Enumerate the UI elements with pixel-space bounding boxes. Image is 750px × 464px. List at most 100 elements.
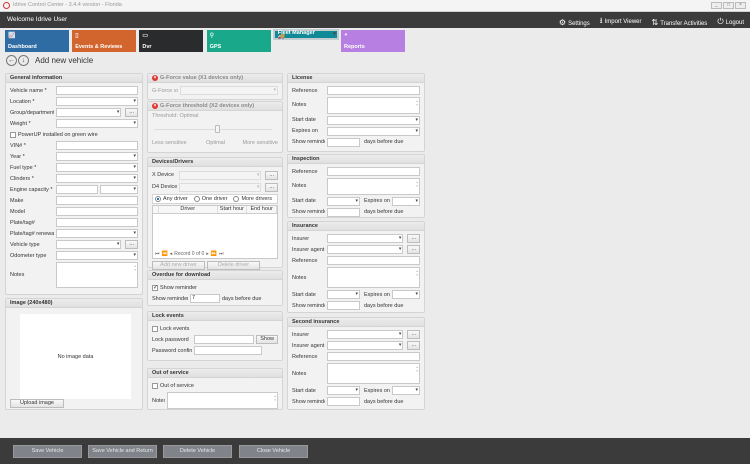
- lock-password-input[interactable]: [194, 335, 255, 344]
- out-of-service-notes-textarea[interactable]: [167, 392, 278, 409]
- show-reminder-input[interactable]: [327, 207, 360, 217]
- notes-textarea[interactable]: [56, 262, 138, 288]
- notes-textarea[interactable]: [327, 363, 420, 385]
- plate-tag-input[interactable]: [56, 218, 138, 227]
- add-new-driver-button[interactable]: Add new driver: [152, 261, 205, 270]
- show-reminder-checkbox[interactable]: ✓: [152, 284, 159, 291]
- import-viewer-link[interactable]: ⭳ Import Viewer: [600, 15, 642, 29]
- pager-first-icon[interactable]: ⏮: [155, 251, 160, 257]
- show-reminder-checkbox-row[interactable]: ✓ Show reminder: [152, 282, 278, 293]
- insurer-agent-select[interactable]: [327, 245, 404, 254]
- powerup-installed-on-green-wire-checkbox[interactable]: [10, 131, 16, 138]
- pager-prev-page-icon[interactable]: ⏪: [161, 251, 168, 257]
- insurer-agent-select[interactable]: [327, 341, 404, 350]
- notes-textarea[interactable]: [327, 267, 420, 289]
- x-device-browse-button[interactable]: ...: [265, 170, 278, 180]
- start-date-select[interactable]: [327, 115, 420, 125]
- clinders-select[interactable]: [56, 174, 138, 183]
- down-button[interactable]: ↓: [18, 55, 29, 66]
- driver-option-any-driver[interactable]: Any driver: [155, 196, 188, 202]
- lock-events-checkbox[interactable]: [152, 325, 158, 332]
- save-vehicle-button[interactable]: Save Vehicle: [13, 445, 82, 458]
- pager-last-icon[interactable]: ⏭: [219, 251, 224, 257]
- d4-device-select[interactable]: [179, 182, 262, 192]
- year-select[interactable]: [56, 152, 138, 161]
- radio-any-driver[interactable]: [155, 196, 161, 202]
- model-input[interactable]: [56, 207, 138, 216]
- tile-reports[interactable]: ◕ Reports: [341, 30, 405, 52]
- reference-input[interactable]: [327, 352, 420, 361]
- radio-one-driver[interactable]: [193, 196, 200, 202]
- fuel-type-select[interactable]: [56, 163, 138, 172]
- x-device-select[interactable]: [179, 170, 262, 180]
- threshold-slider-track[interactable]: [154, 129, 272, 130]
- tile-dvr[interactable]: ▭ Dvr: [139, 30, 204, 52]
- out-of-service-checkbox[interactable]: [152, 382, 158, 389]
- notes-textarea[interactable]: [327, 178, 420, 195]
- make-input[interactable]: [56, 196, 138, 205]
- gforce-value-select[interactable]: [180, 86, 278, 95]
- d4-device-browse-button[interactable]: ...: [265, 182, 278, 192]
- column-header-start-hour[interactable]: Start hour: [218, 206, 248, 213]
- expires-on-select[interactable]: [327, 126, 420, 136]
- transfer-activities-link[interactable]: ⇅ Transfer Activities: [651, 18, 707, 27]
- delete-vehicle-button[interactable]: Delete Vehicle: [163, 445, 232, 458]
- start-date-select[interactable]: [327, 196, 360, 206]
- driver-option-one-driver[interactable]: One driver: [193, 196, 227, 202]
- insurer-agent-browse-button[interactable]: ...: [407, 245, 420, 254]
- tile-dashboard[interactable]: 📈 Dashboard: [5, 30, 69, 52]
- vehicle-name-input[interactable]: [56, 86, 138, 95]
- threshold-slider-thumb[interactable]: [214, 125, 220, 133]
- start-date-select[interactable]: [327, 290, 360, 300]
- reminder-days-input[interactable]: 7: [190, 294, 220, 303]
- tile-fleet-manager[interactable]: 🚚 Fleet Manager: [272, 29, 339, 40]
- delete-driver-button[interactable]: Delete driver: [207, 261, 260, 270]
- notes-textarea[interactable]: [327, 97, 420, 114]
- vehicle-type-select[interactable]: [56, 240, 122, 249]
- reference-input[interactable]: [327, 86, 420, 95]
- location-select[interactable]: [56, 97, 138, 106]
- weight-select[interactable]: [56, 119, 138, 128]
- engine-capacity-input[interactable]: [56, 185, 98, 194]
- insurer-select[interactable]: [327, 330, 404, 339]
- vehicle-type-browse-button[interactable]: ...: [125, 240, 138, 249]
- show-reminder-input[interactable]: [327, 137, 360, 147]
- maximize-button[interactable]: □: [723, 2, 734, 9]
- password-confirm-input[interactable]: [194, 346, 262, 355]
- show-password-button[interactable]: Show: [256, 335, 278, 344]
- expires-on-select[interactable]: [392, 386, 420, 396]
- start-date-select[interactable]: [327, 386, 360, 396]
- column-header-driver[interactable]: Driver: [159, 206, 218, 213]
- insurer-agent-browse-button[interactable]: ...: [407, 341, 420, 350]
- close-window-button[interactable]: ×: [735, 2, 746, 9]
- engine-capacity-unit-select[interactable]: [100, 185, 138, 194]
- logout-link[interactable]: ⏻ Logout: [717, 17, 744, 27]
- tile-events-reviews[interactable]: ▯ Events & Reviews: [72, 30, 137, 52]
- group-department-browse-button[interactable]: ...: [125, 108, 138, 117]
- odometer-type-select[interactable]: [56, 251, 138, 260]
- group-department-select[interactable]: [56, 108, 122, 117]
- driver-option-more-drivers[interactable]: More drivers: [233, 196, 272, 202]
- insurer-browse-button[interactable]: ...: [407, 234, 420, 243]
- show-reminder-input[interactable]: [327, 301, 360, 311]
- insurer-browse-button[interactable]: ...: [407, 330, 420, 339]
- pager-next-page-icon[interactable]: ⏩: [210, 251, 218, 257]
- reference-input[interactable]: [327, 167, 420, 176]
- pager-next-icon[interactable]: ▸: [206, 251, 209, 257]
- insurer-select[interactable]: [327, 234, 404, 243]
- close-vehicle-button[interactable]: Close Vehicle: [239, 445, 308, 458]
- vin-input[interactable]: [56, 141, 138, 150]
- pager-prev-icon[interactable]: ◂: [169, 251, 173, 257]
- save-vehicle-and-return-button[interactable]: Save Vehicle and Return: [88, 445, 157, 458]
- plate-tag-renewal-select[interactable]: [56, 229, 138, 238]
- tile-gps[interactable]: ⚲ GPS: [206, 30, 271, 52]
- column-header-end-hour[interactable]: End hour: [247, 206, 277, 213]
- show-reminder-input[interactable]: [327, 397, 360, 407]
- minimize-button[interactable]: _: [711, 2, 722, 9]
- upload-image-button[interactable]: Upload image: [10, 399, 64, 408]
- expires-on-select[interactable]: [392, 290, 420, 300]
- reference-input[interactable]: [327, 256, 420, 265]
- expires-on-select[interactable]: [392, 196, 420, 206]
- drivers-grid[interactable]: Driver Start hour End hour ⏮ ⏪ ◂ Record 0 of…: [152, 205, 278, 259]
- settings-link[interactable]: ⚙ Settings: [559, 18, 590, 27]
